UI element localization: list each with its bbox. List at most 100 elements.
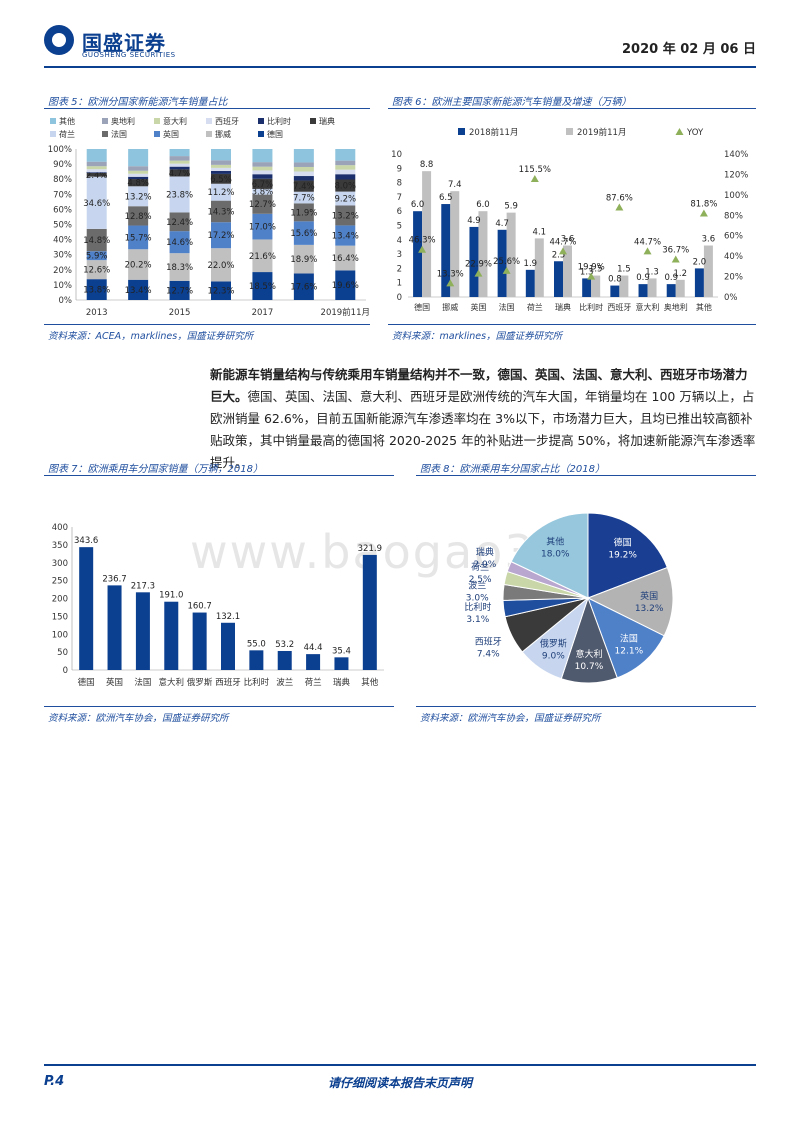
yoy-marker <box>559 247 567 255</box>
legend-swatch <box>206 118 212 124</box>
legend-label: 英国 <box>163 129 179 139</box>
bar-2019 <box>619 275 629 297</box>
yoy-label: 36.7% <box>662 246 689 256</box>
bar-segment <box>252 170 273 175</box>
fig6-source: 资料来源：marklines，国盛证券研究所 <box>392 331 563 342</box>
data-label: 1.9 <box>524 259 538 269</box>
bar <box>306 654 321 670</box>
data-label: 14.3% <box>207 207 234 217</box>
bar-segment <box>86 251 107 261</box>
slice-label: 13.2% <box>635 604 664 614</box>
legend-label: YOY <box>686 128 704 138</box>
legend-label: 西班牙 <box>215 116 239 126</box>
x-tick-label: 2019前11月 <box>321 307 370 318</box>
y-tick-label: 150 <box>52 612 68 622</box>
y-tick-label: 100% <box>48 145 72 155</box>
bar-segment <box>86 161 107 167</box>
bar-segment <box>293 191 314 204</box>
data-label: 4.1 <box>533 227 547 237</box>
bar-2019 <box>647 278 657 297</box>
data-label: 1.5 <box>617 265 631 275</box>
bar-segment <box>128 279 149 300</box>
bar <box>107 585 122 670</box>
bar-2019 <box>422 171 432 297</box>
y-tick-label: 100 <box>52 630 68 640</box>
bar-segment <box>252 162 273 167</box>
yoy-label: 44.7% <box>549 237 576 247</box>
yoy-marker <box>474 269 483 277</box>
data-label: 17.2% <box>207 231 234 241</box>
data-label: 2.4% <box>86 171 108 181</box>
data-label: 15.6% <box>290 229 317 239</box>
fig5-source: 资料来源：ACEA，marklines，国盛证券研究所 <box>48 331 254 342</box>
fig7-bottom-rule <box>44 706 394 707</box>
legend-label: 挪威 <box>215 129 231 139</box>
x-tick-label: 其他 <box>696 302 712 312</box>
bar-2018 <box>525 269 535 297</box>
footer-disclaimer: 请仔细阅读本报告末页声明 <box>327 1076 472 1090</box>
bar-segment <box>293 244 314 274</box>
x-tick-label: 荷兰 <box>527 302 543 312</box>
pie-slice <box>587 596 665 679</box>
bar-segment <box>293 176 314 181</box>
y2-tick-label: 120% <box>724 170 748 180</box>
bar-segment <box>169 166 190 170</box>
bar-segment <box>128 173 149 177</box>
bar-segment <box>293 273 314 300</box>
fig5-title-rule <box>44 108 370 109</box>
data-label: 11.2% <box>207 188 234 198</box>
bar-segment <box>86 176 107 229</box>
data-label: 12.4% <box>166 218 193 228</box>
bar-segment <box>252 213 273 240</box>
bar-segment <box>169 149 190 157</box>
bar-segment <box>211 164 231 168</box>
legend-swatch <box>154 118 160 124</box>
y-tick-label: 8 <box>397 179 402 189</box>
data-label: 1.2 <box>673 269 687 279</box>
slice-name: 其他 <box>546 535 564 547</box>
data-label: 6.0 <box>411 200 425 210</box>
x-tick-label: 2013 <box>86 308 108 318</box>
data-label: 17.6% <box>290 283 317 293</box>
x-tick-label: 西班牙 <box>607 302 631 312</box>
data-label: 1.3 <box>645 267 659 277</box>
bar-2019 <box>703 245 713 297</box>
data-label: 7.7% <box>293 194 315 204</box>
bar-segment <box>293 180 314 192</box>
yoy-marker <box>671 255 680 263</box>
x-tick-label: 德国 <box>78 677 95 688</box>
y-tick-label: 40% <box>53 236 72 246</box>
x-tick-label: 2017 <box>252 308 274 318</box>
paragraph-bold: 新能源车销量结构与传统乘用车销量结构并不一致，德国、英国、法国、意大利、西班牙市… <box>210 367 748 404</box>
y-tick-label: 200 <box>52 595 68 605</box>
bar-2019 <box>478 211 488 297</box>
bar-segment <box>211 200 231 223</box>
bar-segment <box>169 253 190 281</box>
bar-segment <box>252 166 273 171</box>
y-tick-label: 0 <box>397 293 402 303</box>
data-label: 34.6% <box>83 199 110 209</box>
y2-tick-label: 100% <box>724 191 748 201</box>
yoy-marker <box>418 245 427 253</box>
bar-segment <box>128 166 149 171</box>
bar-2018 <box>441 204 451 297</box>
data-label: 15.7% <box>125 233 152 243</box>
bar-segment <box>86 166 107 170</box>
yoy-label: 22.9% <box>465 260 492 270</box>
bar <box>249 650 264 670</box>
bar-2019 <box>675 279 685 297</box>
bar-segment <box>335 225 356 246</box>
legend-swatch <box>458 128 465 135</box>
bar-segment <box>211 149 231 161</box>
bar-segment <box>86 279 107 300</box>
data-label: 14.8% <box>83 236 110 246</box>
bar-segment <box>86 173 107 177</box>
fig8-source: 资料来源：欧洲汽车协会，国盛证券研究所 <box>420 713 601 724</box>
yoy-marker <box>643 247 652 255</box>
bar-segment <box>252 174 273 179</box>
bar <box>277 650 292 670</box>
legend-label: 奥地利 <box>111 116 135 126</box>
data-label: 23.8% <box>166 190 193 200</box>
slice-label: 2.0% <box>473 560 496 570</box>
data-label: 13.4% <box>332 232 359 242</box>
